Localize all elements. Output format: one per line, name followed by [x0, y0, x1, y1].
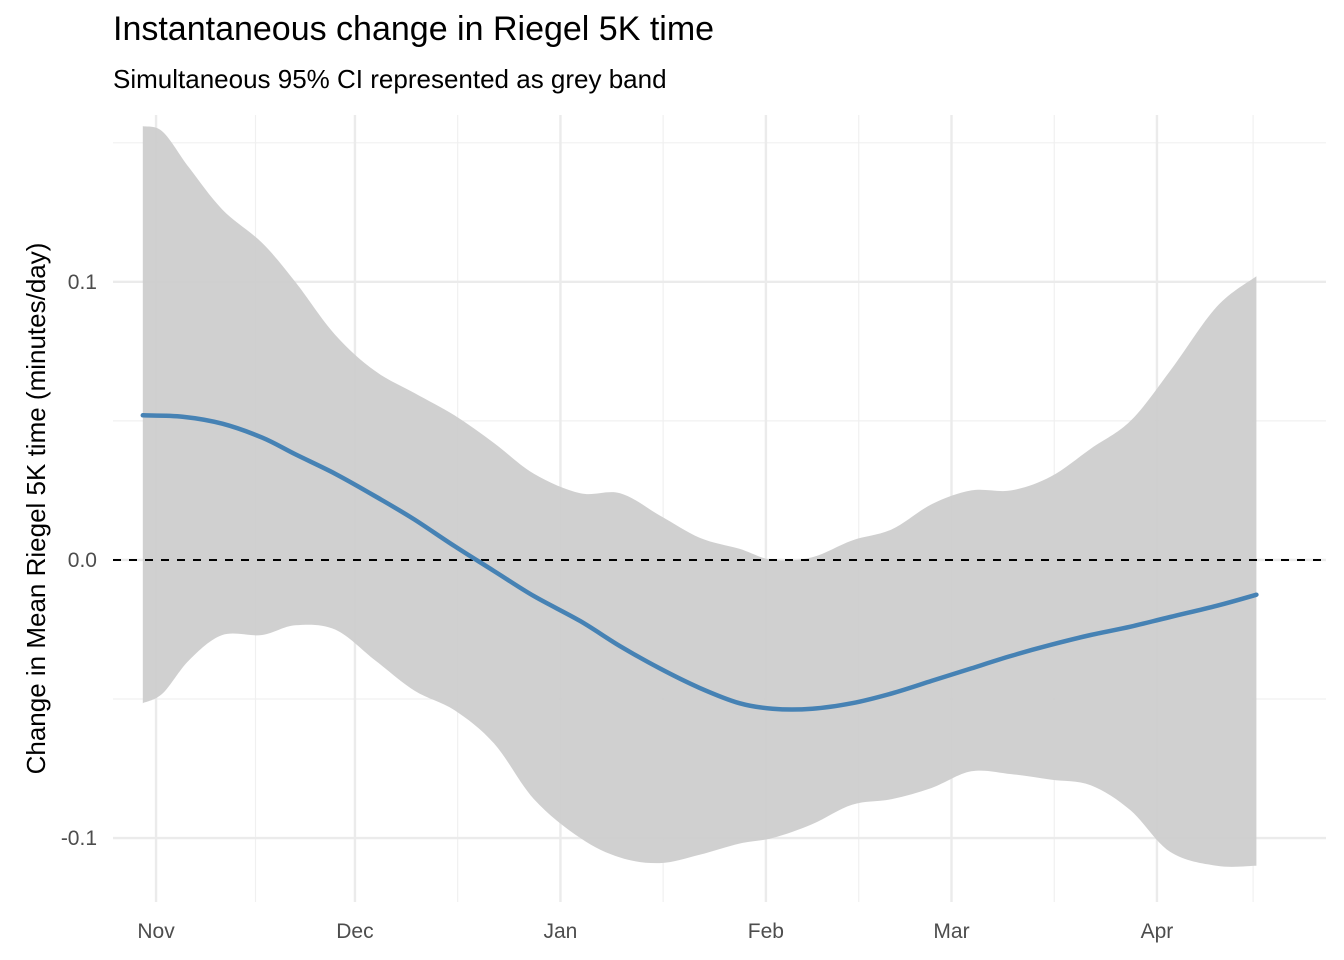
- x-axis-ticks: Nov Dec Jan Feb Mar Apr: [137, 920, 1173, 943]
- y-tick-label: 0.0: [68, 549, 97, 572]
- x-tick-label: Dec: [336, 920, 373, 943]
- x-tick-label: Feb: [748, 920, 784, 943]
- x-tick-label: Jan: [543, 920, 577, 943]
- x-tick-label: Mar: [933, 920, 969, 943]
- y-axis-ticks: -0.1 0.0 0.1: [61, 271, 97, 850]
- x-tick-label: Nov: [137, 920, 175, 943]
- y-axis-label: Change in Mean Riegel 5K time (minutes/d…: [21, 243, 51, 775]
- chart-title: Instantaneous change in Riegel 5K time: [113, 10, 715, 48]
- estimate-line: [140, 413, 1259, 712]
- y-tick-label: -0.1: [61, 827, 97, 850]
- x-tick-label: Apr: [1141, 920, 1174, 943]
- y-tick-label: 0.1: [68, 271, 97, 294]
- chart-subtitle: Simultaneous 95% CI represented as grey …: [113, 64, 667, 94]
- ci-band: [142, 126, 1257, 867]
